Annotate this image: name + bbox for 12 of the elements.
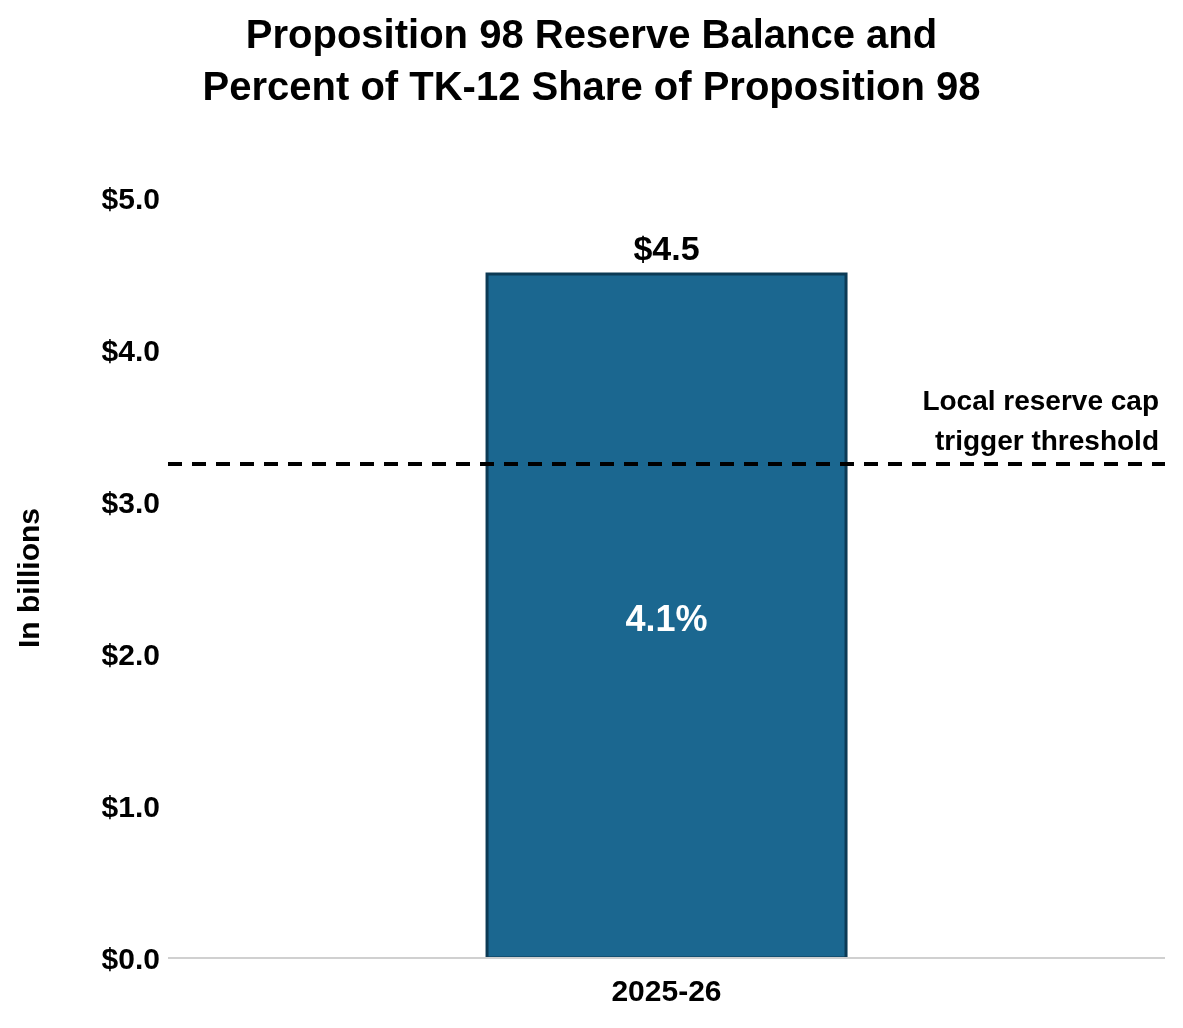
y-tick-label: $5.0 [101,181,160,215]
y-tick-label: $0.0 [101,941,160,975]
y-tick-label: $3.0 [101,485,160,519]
chart-title: Proposition 98 Reserve Balance and Percent of TK-12 Share of Proposition 98 [201,11,982,110]
y-tick-label: $2.0 [101,637,160,671]
x-tick-label: 2025-26 [611,974,722,1008]
y-tick-label: $4.0 [101,333,160,367]
data-label: $4.5 [633,229,700,267]
y-axis-title: In billions [11,508,45,648]
annotation: 4.1% [624,598,709,640]
y-tick-label: $1.0 [101,789,160,823]
ref-line-label: Local reserve cap trigger threshold [922,385,1159,456]
